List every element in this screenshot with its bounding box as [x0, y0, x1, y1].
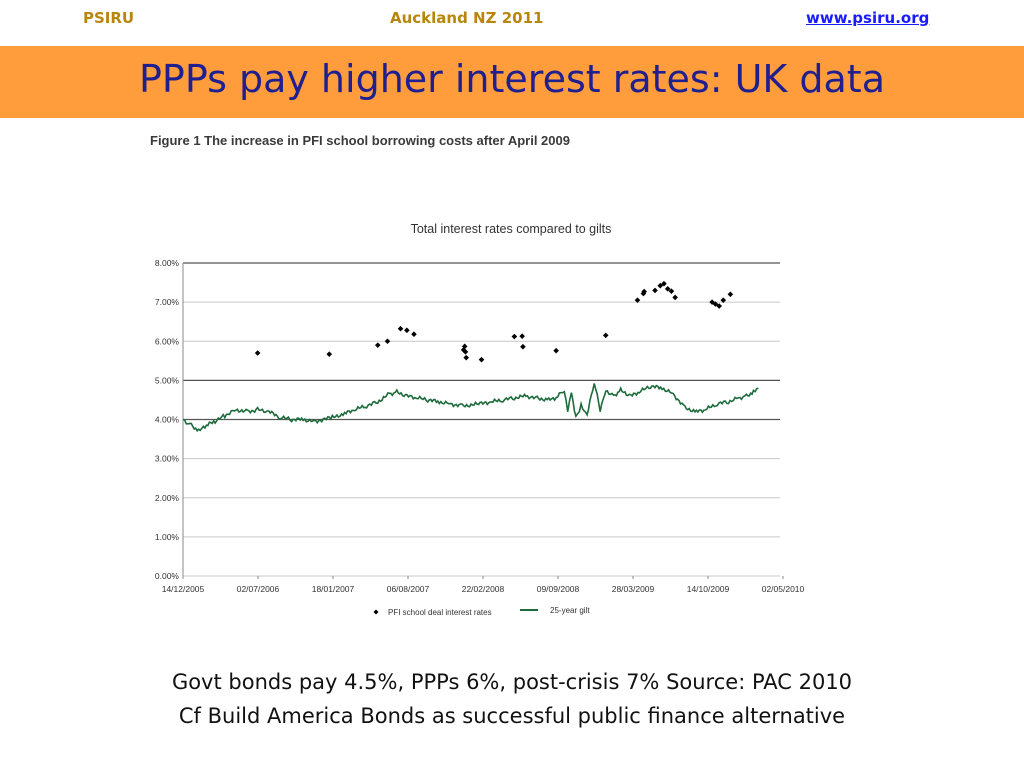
pfi-point: [664, 286, 671, 292]
x-tick-label: 14/10/2009: [687, 584, 730, 594]
pfi-point: [462, 349, 469, 355]
y-tick-label: 6.00%: [155, 336, 180, 346]
pfi-point: [553, 347, 559, 354]
legend-label-gilt: 25-year gilt: [550, 606, 590, 615]
x-tick-label: 06/08/2007: [387, 584, 430, 594]
pfi-point: [384, 338, 391, 345]
footer-line-1: Govt bonds pay 4.5%, PPPs 6%, post-crisi…: [171, 670, 853, 694]
pfi-point: [712, 301, 719, 307]
pfi-point: [520, 343, 526, 350]
pfi-point: [672, 294, 678, 301]
x-tick-label: 28/03/2009: [612, 584, 655, 594]
pfi-point: [519, 333, 525, 339]
pfi-point: [511, 333, 518, 340]
pfi-point: [254, 350, 261, 356]
y-axis-ticks: 0.00% 1.00% 2.00% 3.00% 4.00% 5.00% 6.00% 7.00%…: [155, 258, 180, 581]
pfi-point: [478, 356, 485, 363]
gilt-line: [182, 383, 759, 433]
footer-line-2: Cf Build America Bonds as successful pub…: [178, 704, 846, 728]
top-bar: PSIRU Auckland NZ 2011 www.psiru.org: [0, 0, 1024, 40]
chart-grid: [182, 262, 780, 577]
legend-label-pfi: PFI school deal interest rates: [388, 608, 492, 617]
pfi-point: [374, 342, 381, 348]
y-tick-label: 5.00%: [155, 375, 180, 385]
pfi-point: [661, 280, 667, 287]
pfi-point: [411, 331, 417, 338]
pfi-series: [254, 280, 734, 363]
y-tick-label: 4.00%: [155, 415, 180, 425]
pfi-point: [716, 303, 722, 309]
pfi-point: [460, 347, 467, 353]
pfi-point: [397, 325, 404, 332]
x-tick-label: 14/12/2005: [162, 584, 205, 594]
pfi-point: [326, 351, 333, 357]
pfi-point: [668, 288, 675, 294]
y-tick-label: 0.00%: [155, 571, 180, 581]
pfi-point: [720, 297, 727, 303]
x-tick-label: 02/05/2010: [762, 584, 805, 594]
title-band: PPPs pay higher interest rates: UK data: [0, 46, 1024, 118]
chart-legend: PFI school deal interest rates 25-year gi…: [373, 606, 590, 617]
y-tick-label: 3.00%: [155, 454, 180, 464]
slide-title: PPPs pay higher interest rates: UK data: [139, 57, 885, 101]
y-tick-label: 2.00%: [155, 493, 180, 503]
pfi-point: [652, 287, 658, 294]
y-tick-label: 1.00%: [155, 532, 180, 542]
gilt-series: [182, 383, 759, 433]
x-tick-label: 22/02/2008: [462, 584, 505, 594]
header-event: Auckland NZ 2011: [390, 9, 544, 27]
x-tick-label: 09/09/2008: [537, 584, 580, 594]
pfi-point: [634, 297, 641, 303]
chart-title: Total interest rates compared to gilts: [411, 222, 612, 236]
pfi-point: [641, 288, 647, 295]
pfi-point: [657, 282, 664, 289]
pfi-point: [461, 343, 468, 350]
x-tick-label: 02/07/2006: [237, 584, 280, 594]
header-link[interactable]: www.psiru.org: [806, 9, 930, 27]
header-org: PSIRU: [83, 9, 135, 27]
x-axis-ticks: 14/12/2005 02/07/2006 18/01/2007 06/08/2007…: [162, 576, 805, 594]
pfi-point: [404, 327, 410, 334]
y-tick-label: 7.00%: [155, 297, 180, 307]
legend-marker-pfi: [373, 609, 379, 615]
x-tick-label: 18/01/2007: [312, 584, 355, 594]
pfi-point: [602, 332, 609, 339]
figure-caption: Figure 1 The increase in PFI school borr…: [150, 133, 570, 148]
pfi-point: [727, 291, 734, 298]
pfi-point: [463, 354, 470, 361]
y-tick-label: 8.00%: [155, 258, 180, 268]
